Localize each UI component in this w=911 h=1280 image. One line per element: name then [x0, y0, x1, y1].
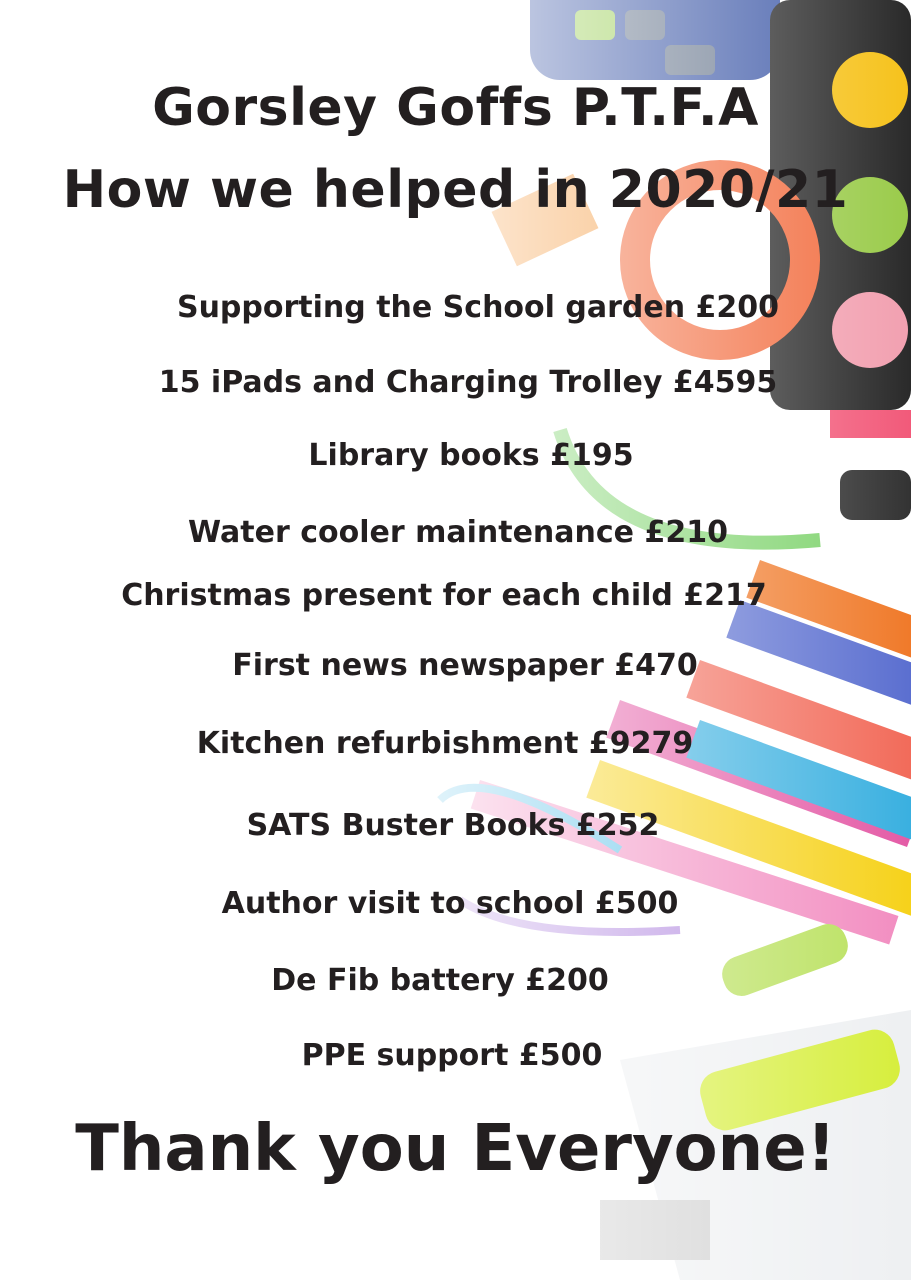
- list-item: Supporting the School garden £200: [176, 290, 780, 325]
- list-item: Christmas present for each child £217: [121, 578, 767, 613]
- title-line-1: Gorsley Goffs P.T.F.A: [152, 78, 759, 138]
- list-item: First news newspaper £470: [232, 648, 698, 683]
- list-item: De Fib battery £200: [271, 963, 609, 998]
- list-item: Water cooler maintenance £210: [188, 515, 728, 550]
- list-item: 15 iPads and Charging Trolley £4595: [158, 365, 778, 400]
- title-line-2: How we helped in 2020/21: [62, 160, 849, 220]
- thank-you-message: Thank you Everyone!: [75, 1112, 836, 1186]
- list-item: Author visit to school £500: [221, 886, 679, 921]
- list-item: Library books £195: [308, 438, 634, 473]
- list-item: PPE support £500: [301, 1038, 603, 1073]
- list-item: SATS Buster Books £252: [246, 808, 660, 843]
- list-item: Kitchen refurbishment £9279: [196, 726, 694, 761]
